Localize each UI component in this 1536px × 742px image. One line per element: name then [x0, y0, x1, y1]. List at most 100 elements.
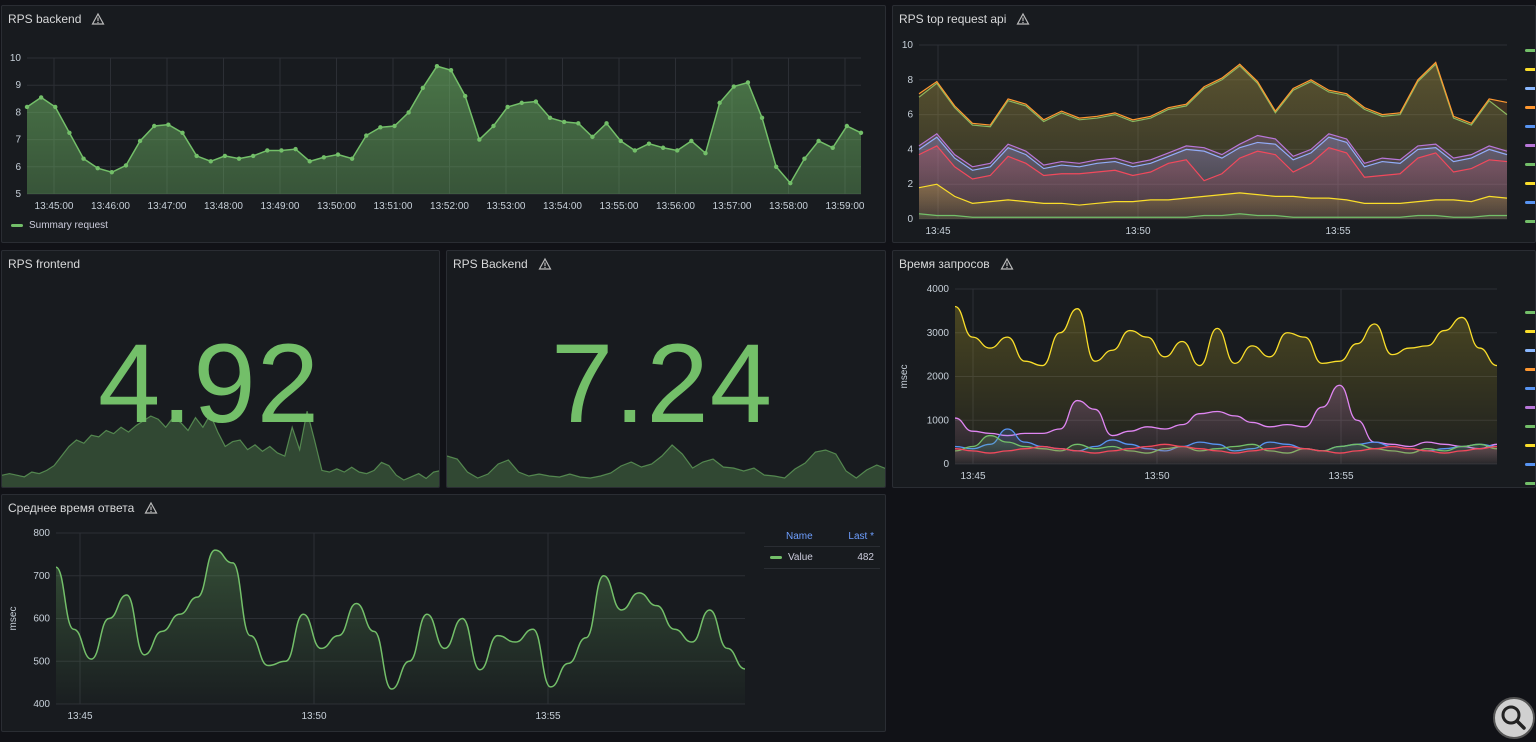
panel-title[interactable]: RPS frontend [8, 257, 81, 271]
sparkline-line [2, 411, 439, 481]
data-point [420, 85, 425, 91]
data-point [576, 121, 581, 126]
y-axis-label: msec [8, 607, 19, 631]
x-tick-label: 13:55 [535, 711, 560, 722]
data-point [590, 134, 595, 140]
panel-title[interactable]: Среднее время ответа [8, 501, 158, 515]
x-tick-label: 13:47:00 [148, 201, 187, 212]
legend-swatch [1525, 330, 1535, 333]
data-point [505, 104, 510, 110]
legend-swatch [1525, 311, 1535, 314]
data-point [53, 104, 58, 110]
legend-header-name[interactable]: Name [786, 531, 813, 542]
legend-swatch [770, 556, 782, 559]
data-point [364, 133, 369, 138]
data-point [321, 155, 327, 160]
data-point [830, 145, 835, 150]
data-point [660, 145, 666, 150]
series-line [918, 213, 1507, 218]
series-line [954, 443, 1498, 454]
chart-avg-response[interactable]: 400 500 600 700 800 13:45 13:50 13:55 msec [2, 495, 762, 732]
legend-swatch [1525, 349, 1535, 352]
x-tick-label: 13:49:00 [261, 201, 300, 212]
data-point [166, 122, 171, 127]
data-point [759, 115, 765, 121]
y-tick-label: 0 [907, 214, 913, 225]
legend-item[interactable]: Summary request [11, 220, 108, 231]
panel-title[interactable]: RPS top request api [899, 12, 1030, 26]
data-point [858, 130, 864, 135]
legend-swatch [1525, 463, 1535, 466]
data-point [194, 153, 199, 159]
y-tick-label: 4000 [927, 284, 950, 295]
x-tick-label: 13:55 [1328, 471, 1353, 482]
x-tick-label: 13:51:00 [374, 201, 413, 212]
y-tick-label: 7 [15, 135, 21, 146]
data-point [279, 148, 284, 153]
panel-rps-backend-stat: RPS Backend 7.24 [446, 250, 886, 488]
x-tick-label: 13:59:00 [826, 201, 865, 212]
legend-swatch [1525, 125, 1535, 128]
y-tick-label: 800 [33, 528, 50, 539]
legend-table: Name Last * Value 482 [764, 531, 880, 569]
warning-icon[interactable] [538, 257, 552, 271]
warning-icon[interactable] [144, 501, 158, 515]
legend-header-last[interactable]: Last * [848, 531, 874, 542]
magnifier-icon [1501, 705, 1526, 730]
chart-request-time[interactable]: 0 1000 2000 3000 4000 13:45 13:50 13:55 msec [893, 251, 1536, 488]
series-area [955, 444, 1497, 464]
sparkline-area [2, 411, 439, 487]
data-point [67, 130, 72, 135]
y-tick-label: 10 [10, 53, 22, 64]
legend-swatch [1525, 482, 1535, 485]
panel-title[interactable]: RPS Backend [453, 257, 552, 271]
data-point [533, 99, 539, 104]
x-tick-label: 13:53:00 [487, 201, 526, 212]
data-point [844, 123, 850, 129]
panel-rps-backend: RPS backend 5 6 7 8 9 10 13:45:00 13:46:00 13:47… [1, 5, 886, 243]
legend-swatch [1525, 444, 1535, 447]
x-tick-label: 13:46:00 [91, 201, 130, 212]
series-line [918, 183, 1508, 206]
data-point [632, 148, 638, 153]
warning-icon[interactable] [1016, 12, 1030, 26]
y-tick-label: 6 [907, 110, 913, 121]
warning-icon[interactable] [1000, 257, 1014, 271]
legend-row[interactable]: Value 482 [764, 547, 880, 569]
y-tick-label: 5 [15, 189, 21, 200]
stat-value: 7.24 [551, 321, 773, 446]
data-point [675, 148, 680, 153]
x-tick-label: 13:55 [1325, 226, 1350, 237]
series-area [56, 550, 745, 704]
legend-swatch [1525, 68, 1535, 71]
warning-icon[interactable] [91, 12, 105, 26]
data-point [349, 156, 355, 161]
series-line [918, 61, 1508, 126]
data-point [802, 156, 807, 161]
x-tick-label: 13:50 [1144, 471, 1169, 482]
panel-title[interactable]: RPS backend [8, 12, 105, 26]
y-axis-label: msec [899, 365, 910, 389]
series-area [919, 184, 1507, 219]
chart-rps-backend[interactable]: 5 6 7 8 9 10 13:45:00 13:46:00 13:47:00 13:48:00 1… [2, 6, 886, 243]
legend-swatch [1525, 144, 1535, 147]
data-point [335, 152, 341, 157]
data-point [745, 80, 751, 85]
legend-swatch [1525, 201, 1535, 204]
y-tick-label: 600 [33, 614, 50, 625]
data-point [731, 84, 736, 89]
y-tick-label: 2000 [927, 372, 950, 383]
y-tick-label: 0 [943, 459, 949, 470]
data-point [477, 137, 482, 142]
y-tick-label: 3000 [927, 328, 950, 339]
y-tick-label: 1000 [927, 415, 950, 426]
chart-rps-top-api[interactable]: 0 2 4 6 8 10 13:45 13:50 13:55 [893, 6, 1536, 243]
series-line [55, 549, 746, 690]
data-point [604, 121, 609, 126]
zoom-button[interactable] [1493, 697, 1535, 739]
panel-title[interactable]: Время запросов [899, 257, 1014, 271]
series-line [918, 132, 1508, 168]
data-point [250, 153, 256, 159]
x-tick-label: 13:54:00 [543, 201, 582, 212]
sparkline-rps-frontend [2, 411, 439, 487]
